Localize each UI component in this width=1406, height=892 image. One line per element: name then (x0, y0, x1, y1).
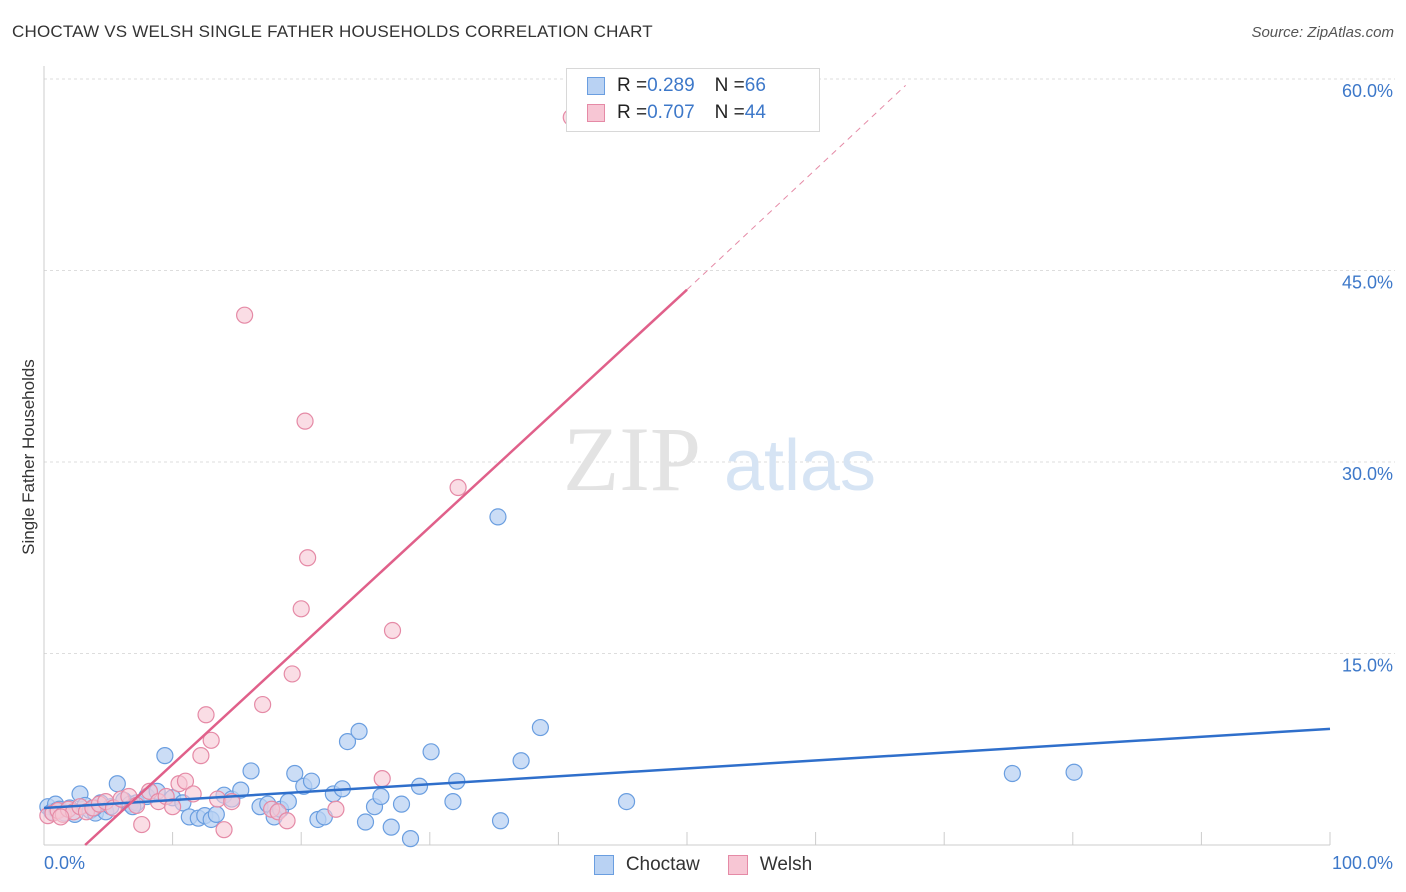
legend-swatch-welsh (727, 855, 748, 875)
watermark: ZIP atlas (563, 408, 876, 510)
choctaw-point (617, 792, 636, 811)
choctaw-point (242, 762, 260, 780)
choctaw-point (156, 747, 174, 765)
choctaw-point (1003, 764, 1021, 783)
welsh-point (52, 808, 70, 826)
legend-item-welsh[interactable]: Welsh (727, 854, 813, 876)
tick-labels: 15.0% 30.0% 45.0% 60.0% 0.0% 100.0% (44, 81, 1393, 873)
legend-n-label: N = (714, 75, 745, 96)
welsh-point (254, 695, 272, 714)
welsh-point (327, 800, 345, 818)
legend-r-label: R = (617, 102, 648, 123)
choctaw-point (372, 787, 390, 806)
welsh-points (39, 108, 580, 839)
choctaw-point (489, 508, 507, 526)
welsh-trend-line (84, 288, 688, 846)
welsh-point (192, 747, 210, 765)
choctaw-point (444, 792, 462, 811)
legend-series: Choctaw Welsh (0, 852, 1406, 878)
chart-title: CHOCTAW VS WELSH SINGLE FATHER HOUSEHOLD… (12, 22, 653, 41)
y-tick-label: 60.0% (1342, 81, 1393, 101)
y-tick-label: 15.0% (1342, 656, 1393, 676)
choctaw-trend-line (43, 727, 1331, 810)
choctaw-point (392, 795, 411, 813)
legend-n-value: 44 (744, 102, 766, 123)
welsh-point (127, 796, 146, 815)
welsh-point (292, 600, 310, 618)
welsh-point (236, 306, 254, 324)
choctaw-point (531, 718, 549, 737)
welsh-trend-extension (686, 85, 906, 291)
legend-swatch-choctaw (593, 855, 614, 875)
trend-lines (43, 85, 1331, 846)
axes (43, 66, 1331, 846)
choctaw-point (286, 764, 304, 783)
welsh-point (133, 815, 151, 834)
choctaw-point (356, 813, 375, 831)
choctaw-point (302, 772, 321, 790)
welsh-point (202, 731, 220, 749)
choctaw-point (401, 830, 420, 848)
legend-n-label: N = (714, 102, 745, 123)
choctaw-point (1065, 763, 1083, 781)
legend-row-welsh: R = 0.707 N = 44 (587, 100, 766, 126)
y-tick-label: 30.0% (1342, 464, 1393, 484)
choctaw-point (232, 781, 250, 799)
choctaw-point (350, 722, 368, 740)
welsh-point (299, 549, 317, 567)
legend-r-label: R = (617, 75, 648, 96)
watermark-zip: ZIP (563, 408, 701, 510)
y-tick-label: 45.0% (1342, 273, 1393, 293)
legend-item-choctaw[interactable]: Choctaw (593, 854, 700, 876)
welsh-point (283, 665, 301, 683)
welsh-point (383, 621, 402, 640)
source-label: Source: ZipAtlas.com (1251, 24, 1394, 41)
choctaw-point (512, 752, 530, 770)
legend-row-choctaw: R = 0.289 N = 66 (587, 73, 766, 99)
legend-r-value: 0.707 (647, 102, 695, 123)
legend-r-value: 0.289 (647, 75, 695, 96)
welsh-point (278, 812, 296, 830)
x-tick-label: 100.0% (1332, 853, 1393, 873)
welsh-point (176, 772, 195, 790)
welsh-point (373, 770, 391, 788)
grid-lines (44, 78, 1395, 654)
legend-label-choctaw: Choctaw (625, 854, 700, 875)
legend-stats: R = 0.289 N = 66 R = 0.707 N = 44 (566, 68, 820, 132)
choctaw-point (207, 805, 225, 823)
legend-swatch-choctaw (587, 77, 605, 95)
watermark-atlas: atlas (724, 426, 876, 506)
welsh-point (209, 790, 227, 808)
welsh-point (215, 821, 233, 839)
choctaw-point (108, 775, 126, 793)
legend-label-welsh: Welsh (759, 854, 813, 875)
choctaw-point (491, 812, 510, 830)
legend-swatch-welsh (587, 104, 605, 122)
choctaw-point (422, 743, 440, 761)
welsh-point (164, 798, 182, 816)
legend-n-value: 66 (744, 75, 766, 96)
choctaw-point (338, 732, 357, 751)
welsh-point (449, 478, 467, 497)
welsh-point (197, 706, 215, 724)
choctaw-point (382, 818, 400, 836)
x-tick-label: 0.0% (44, 853, 85, 873)
welsh-point (296, 412, 314, 430)
